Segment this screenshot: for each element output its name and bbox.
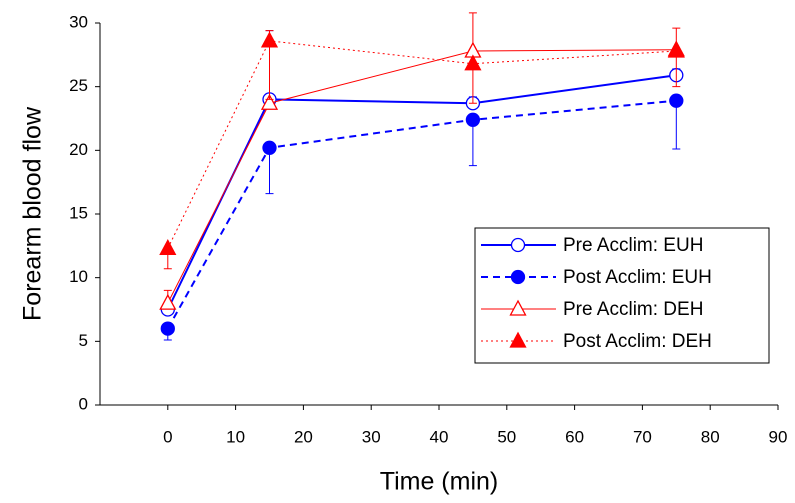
y-tick-label: 15 [69, 203, 88, 222]
error-bar [468, 119, 477, 167]
legend-label: Post Acclim: EUH [563, 267, 712, 288]
y-tick-label: 30 [69, 12, 88, 31]
point [667, 41, 685, 58]
x-tick-label: 40 [430, 427, 449, 446]
x-tick-label: 50 [497, 427, 516, 446]
point [160, 321, 175, 336]
point [262, 140, 277, 155]
x-tick-label: 0 [163, 427, 172, 446]
x-tick-label: 70 [633, 427, 652, 446]
series-line [167, 49, 677, 304]
point [159, 239, 177, 256]
x-tick-label: 30 [362, 427, 381, 446]
legend-label: Pre Acclim: EUH [563, 235, 703, 256]
error-bar [265, 40, 274, 100]
y-tick-label: 0 [79, 394, 88, 413]
x-tick-label: 60 [565, 427, 584, 446]
plot-area [159, 12, 685, 341]
error-bar [265, 147, 274, 195]
x-axis-title: Time (min) [380, 468, 499, 496]
error-bar [672, 100, 681, 150]
point [464, 54, 482, 71]
series-line [167, 40, 677, 249]
point [159, 293, 177, 310]
legend-label: Pre Acclim: DEH [563, 299, 703, 320]
x-tick-label: 20 [294, 427, 313, 446]
legend-marker [509, 331, 527, 348]
point [669, 93, 684, 108]
y-tick-label: 10 [69, 267, 88, 286]
y-tick-label: 5 [79, 331, 88, 350]
y-axis-title: Forearm blood flow [19, 106, 47, 321]
x-tick-label: 80 [701, 427, 720, 446]
legend-label: Post Acclim: DEH [563, 331, 712, 352]
point [465, 112, 481, 127]
y-tick-label: 25 [69, 76, 88, 95]
legend-marker [509, 299, 527, 316]
point [260, 31, 279, 48]
legend-marker [510, 269, 526, 285]
x-tick-label: 90 [769, 427, 788, 446]
x-tick-label: 10 [226, 427, 245, 446]
y-tick-label: 20 [69, 140, 88, 159]
series-line [166, 74, 677, 310]
point [260, 93, 279, 110]
legend [474, 227, 770, 364]
legend-marker [510, 237, 526, 253]
